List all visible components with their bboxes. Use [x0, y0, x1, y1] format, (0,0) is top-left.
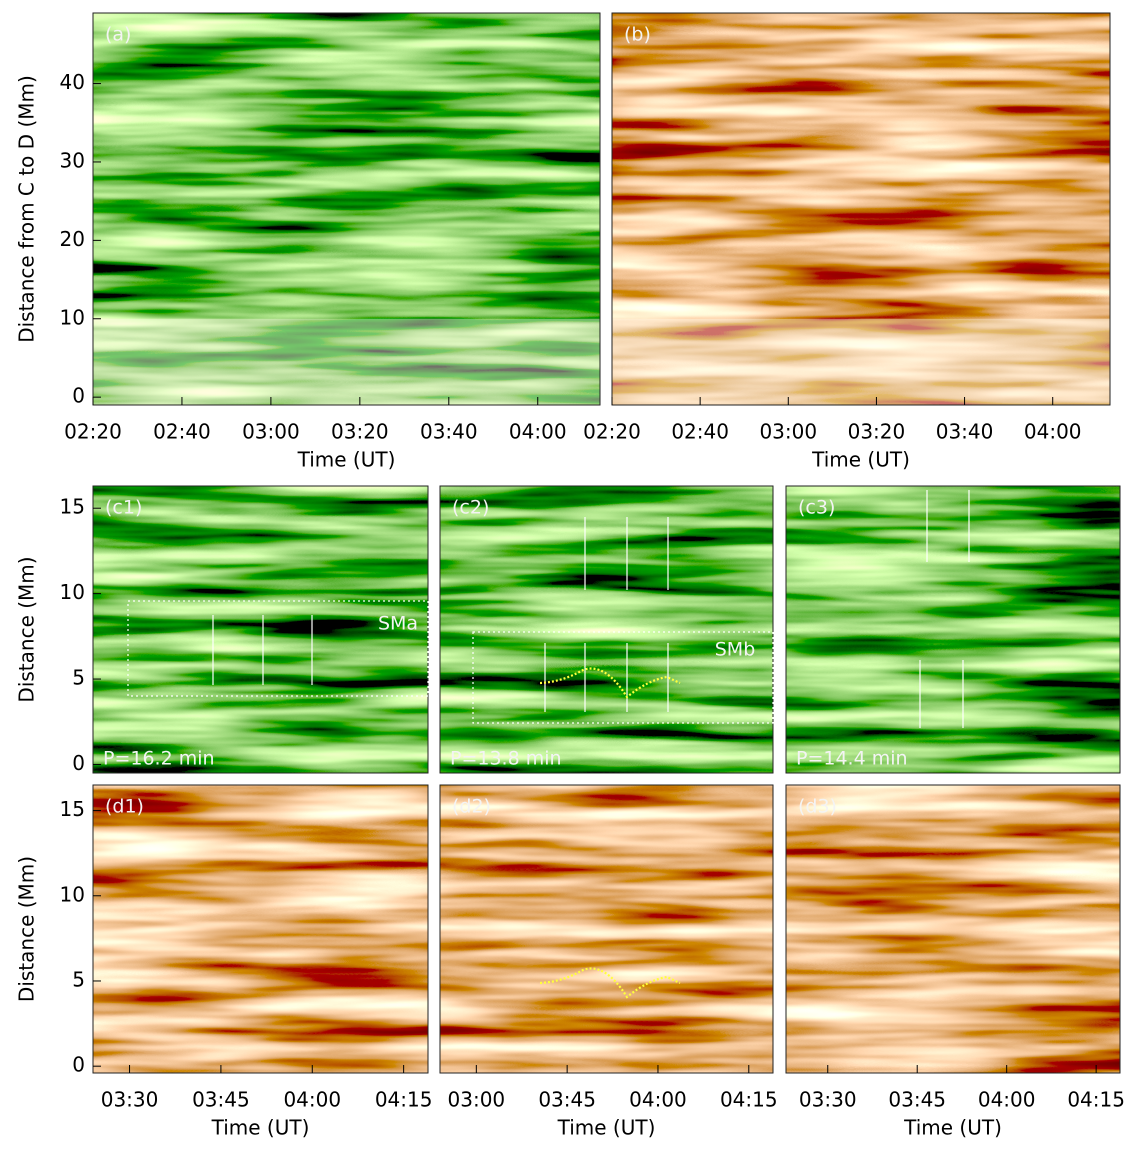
y-tick-label: 15: [60, 797, 85, 821]
y-tick-label: 0: [72, 751, 85, 775]
y-tick-label: 10: [60, 305, 85, 329]
panel-label: (d1): [105, 796, 144, 818]
image-panel: [93, 13, 600, 405]
x-tick-label: 04:00: [978, 1088, 1036, 1112]
x-axis-label: Time (UT): [903, 1116, 1002, 1140]
period-label: P=16.2 min: [103, 748, 215, 770]
x-axis-label: Time (UT): [297, 448, 396, 472]
x-tick-label: 04:15: [1067, 1088, 1125, 1112]
x-tick-label: 02:40: [153, 420, 211, 444]
panel-frame: [92, 12, 601, 406]
panel-label: (d2): [452, 796, 491, 818]
bright-region: [612, 318, 1110, 405]
x-tick-label: 04:15: [720, 1088, 778, 1112]
y-axis-label: Distance (Mm): [15, 556, 39, 702]
image-panel: [93, 486, 428, 773]
y-tick-label: 5: [72, 666, 85, 690]
panel-label: (d3): [798, 796, 837, 818]
panel-label: (b): [624, 24, 651, 46]
x-tick-label: 03:40: [936, 420, 994, 444]
bright-region: [93, 318, 600, 405]
y-tick-label: 20: [60, 227, 85, 251]
x-tick-label: 03:20: [331, 420, 389, 444]
y-tick-label: 10: [60, 882, 85, 906]
x-tick-label: 03:20: [848, 420, 906, 444]
panel-frame: [439, 784, 774, 1074]
x-tick-label: 02:20: [64, 420, 122, 444]
period-label: P=14.4 min: [796, 748, 908, 770]
region-label: SMa: [378, 613, 418, 635]
x-axis-label: Time (UT): [557, 1116, 656, 1140]
y-tick-label: 40: [60, 70, 85, 94]
x-tick-label: 03:45: [888, 1088, 946, 1112]
x-tick-label: 03:00: [242, 420, 300, 444]
panel-label: (c3): [798, 497, 835, 519]
panel-label: (c2): [452, 497, 489, 519]
x-tick-label: 03:40: [420, 420, 478, 444]
region-label: SMb: [715, 639, 756, 661]
period-label: P=13.8 min: [450, 748, 562, 770]
panel-frame: [611, 12, 1111, 406]
image-panel: [786, 486, 1120, 773]
x-tick-label: 03:30: [101, 1088, 159, 1112]
y-tick-label: 10: [60, 580, 85, 604]
x-axis-label: Time (UT): [211, 1116, 310, 1140]
image-panel: [440, 486, 773, 773]
panel-label: (a): [105, 24, 131, 46]
panel-label: (c1): [105, 497, 142, 519]
x-tick-label: 04:00: [283, 1088, 341, 1112]
region-box: [127, 600, 429, 697]
x-tick-label: 03:45: [538, 1088, 596, 1112]
y-tick-label: 15: [60, 495, 85, 519]
x-tick-label: 02:40: [671, 420, 729, 444]
x-tick-label: 03:30: [799, 1088, 857, 1112]
y-tick-label: 0: [72, 384, 85, 408]
y-axis-label: Distance (Mm): [15, 856, 39, 1002]
x-tick-label: 03:00: [759, 420, 817, 444]
x-tick-label: 04:00: [629, 1088, 687, 1112]
y-axis-label: Distance from C to D (Mm): [15, 75, 39, 343]
panel-frame: [92, 784, 429, 1074]
x-tick-label: 04:15: [375, 1088, 433, 1112]
x-tick-label: 03:00: [448, 1088, 506, 1112]
panel-frame: [439, 485, 774, 774]
x-tick-label: 02:20: [583, 420, 641, 444]
image-panel: [786, 785, 1120, 1073]
image-panel: [93, 785, 428, 1073]
x-axis-label: Time (UT): [811, 448, 910, 472]
y-tick-label: 0: [72, 1053, 85, 1077]
panel-frame: [785, 784, 1121, 1074]
x-tick-label: 03:45: [192, 1088, 250, 1112]
image-panel: [612, 13, 1110, 405]
y-tick-label: 30: [60, 148, 85, 172]
y-tick-label: 5: [72, 967, 85, 991]
image-panel: [440, 785, 773, 1073]
panel-frame: [785, 485, 1121, 774]
x-tick-label: 04:00: [509, 420, 567, 444]
x-tick-label: 04:00: [1024, 420, 1082, 444]
region-box: [472, 631, 774, 724]
panel-frame: [92, 485, 429, 774]
